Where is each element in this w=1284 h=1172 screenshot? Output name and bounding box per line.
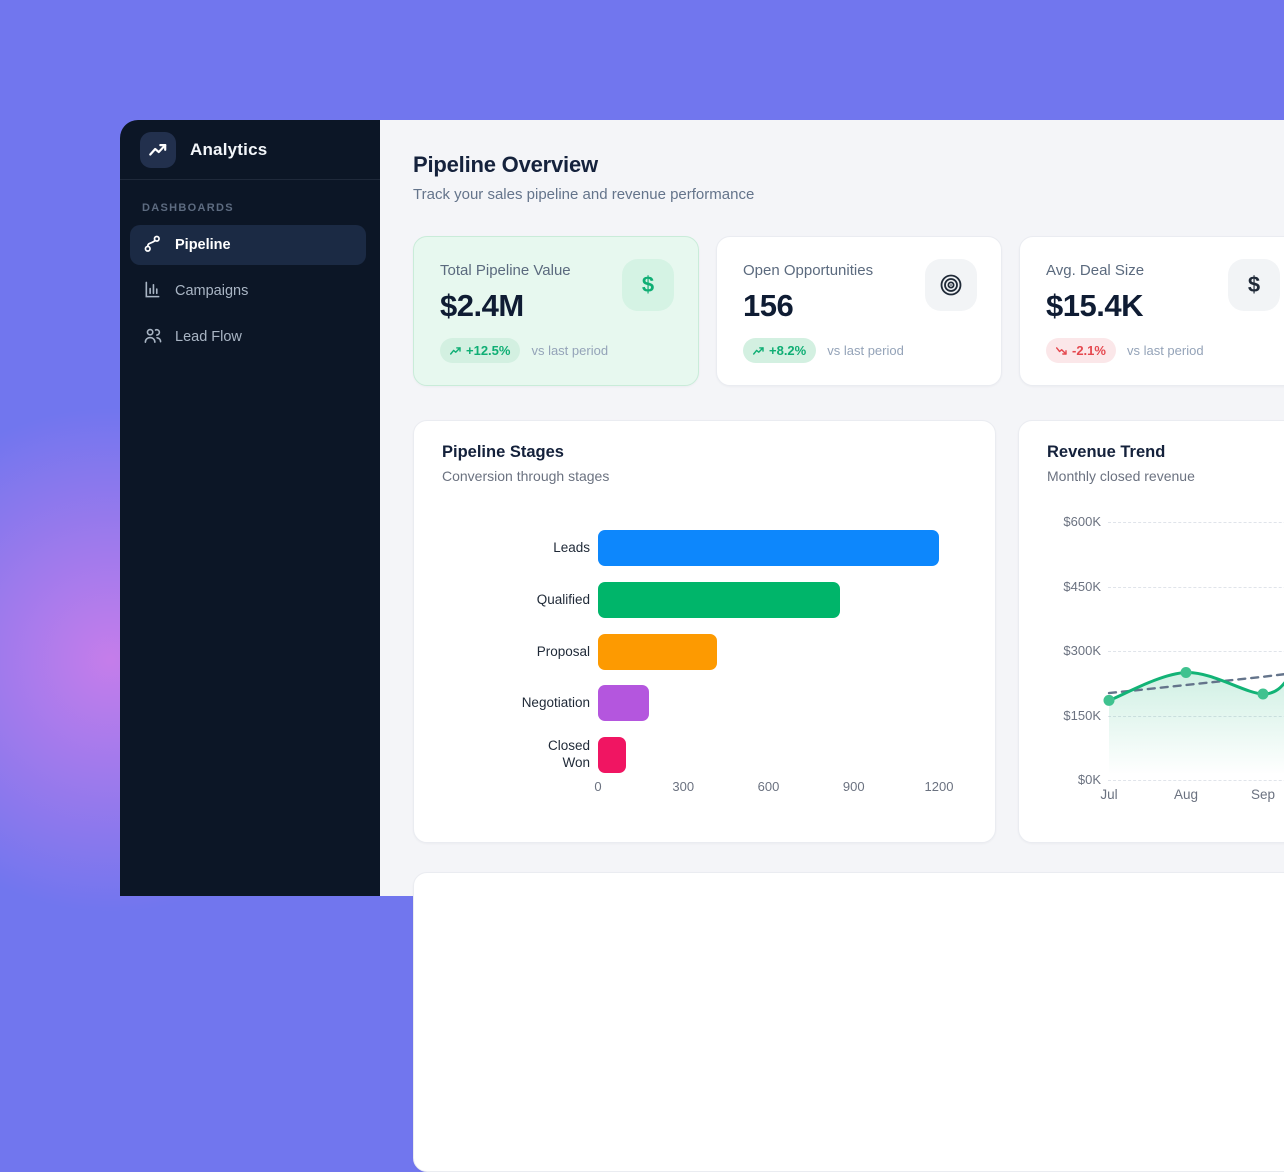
kpi-label: Avg. Deal Size: [1046, 262, 1145, 279]
dollar-icon: $: [622, 259, 674, 311]
kpi-footer: +12.5% vs last period: [440, 338, 608, 363]
users-icon: [143, 326, 162, 349]
dollar-icon: $: [1228, 259, 1280, 311]
page-title: Pipeline Overview: [413, 152, 598, 177]
bar-leads: [598, 530, 939, 566]
kpi-card-open-opportunities: Open Opportunities 156 +8.2% vs last per…: [716, 236, 1002, 386]
x-axis-tick: Sep: [1250, 787, 1276, 802]
data-point-aug: [1180, 667, 1192, 678]
sidebar-item-pipeline[interactable]: Pipeline: [130, 225, 366, 265]
sidebar-item-label: Campaigns: [175, 283, 249, 299]
sidebar-item-label: Pipeline: [175, 237, 231, 253]
data-point-jul: [1103, 694, 1115, 706]
kpi-footer: +8.2% vs last period: [743, 338, 904, 363]
y-axis-tick: $0K: [1077, 772, 1101, 787]
target-icon: [925, 259, 977, 311]
kpi-value: $2.4M: [440, 288, 524, 323]
kpi-value: $15.4K: [1046, 288, 1143, 323]
panel-subtitle: Conversion through stages: [442, 468, 610, 484]
gridline: [1108, 651, 1284, 652]
revenue-line: [1107, 670, 1284, 702]
revenue-area-fill: [1109, 672, 1284, 780]
bar-category-label: Negotiation: [521, 694, 590, 710]
kpi-row: Total Pipeline Value $2.4M $ +12.5% vs l…: [413, 236, 1284, 386]
kpi-value: 156: [743, 288, 794, 323]
delta-badge: -2.1%: [1046, 338, 1116, 363]
bar-category-label: Qualified: [536, 591, 590, 607]
compare-label: vs last period: [531, 343, 609, 358]
trend-up-icon: [450, 346, 461, 355]
y-axis-tick: $300K: [1063, 643, 1101, 658]
kpi-card-avg-deal-size: Avg. Deal Size $15.4K $ -2.1% vs last pe…: [1019, 236, 1284, 386]
kpi-footer: -2.1% vs last period: [1046, 338, 1204, 363]
panel-title: Revenue Trend: [1047, 443, 1166, 461]
x-axis-tick: 1200: [924, 779, 954, 794]
revenue-trend-panel: Revenue Trend Monthly closed revenue $0K…: [1018, 420, 1284, 843]
bar-qualified: [598, 582, 840, 618]
y-axis-tick: $150K: [1063, 707, 1101, 723]
y-axis-tick: $600K: [1063, 514, 1101, 529]
x-axis-tick: 600: [757, 779, 780, 794]
gridline: [1108, 780, 1284, 781]
data-point-sep: [1257, 688, 1269, 700]
bar-chart-icon: [143, 280, 162, 303]
sidebar: Analytics DASHBOARDS Pipeline: [120, 120, 380, 896]
bar-category-label: Closed Won: [547, 738, 590, 770]
y-axis-tick: $450K: [1063, 578, 1101, 594]
delta-badge: +12.5%: [440, 338, 521, 363]
sidebar-nav: Pipeline Campaigns: [130, 225, 366, 363]
x-axis-tick: Aug: [1173, 787, 1199, 802]
sidebar-header: Analytics: [120, 120, 380, 180]
bar-closed-won: [598, 737, 626, 773]
compare-label: vs last period: [827, 343, 904, 358]
bar-proposal: [598, 634, 717, 670]
revenue-line-svg: [1103, 667, 1284, 780]
sidebar-item-campaigns[interactable]: Campaigns: [130, 271, 366, 311]
x-axis-tick: Jul: [1100, 787, 1118, 802]
compare-label: vs last period: [1126, 343, 1204, 358]
x-axis-tick: 300: [672, 779, 695, 794]
delta-badge: +8.2%: [743, 338, 817, 363]
kpi-label: Open Opportunities: [743, 262, 874, 279]
x-axis-tick: 900: [842, 779, 865, 794]
pipeline-stages-panel: Pipeline Stages Conversion through stage…: [413, 420, 996, 843]
panel-title: Pipeline Stages: [442, 443, 564, 461]
trend-up-icon: [753, 346, 764, 355]
bar-negotiation: [598, 685, 649, 721]
panel-subtitle: Monthly closed revenue: [1047, 468, 1195, 484]
main-content: Pipeline Overview Track your sales pipel…: [380, 120, 1284, 1172]
trend-down-icon: [1056, 346, 1067, 355]
gridline: [1108, 586, 1284, 588]
app-title: Analytics: [190, 139, 268, 159]
sidebar-section-label: DASHBOARDS: [142, 202, 234, 214]
analytics-logo-icon: [140, 131, 176, 168]
sidebar-item-label: Lead Flow: [175, 329, 242, 345]
gridline: [1108, 522, 1284, 523]
sidebar-item-lead-flow[interactable]: Lead Flow: [130, 317, 366, 357]
bar-category-label: Proposal: [536, 643, 590, 659]
kpi-card-total-pipeline-value: Total Pipeline Value $2.4M $ +12.5% vs l…: [413, 236, 699, 386]
kpi-label: Total Pipeline Value: [440, 262, 571, 279]
x-axis-tick: 0: [594, 779, 602, 794]
bottom-panel-clipped: [413, 872, 1284, 1172]
page-subtitle: Track your sales pipeline and revenue pe…: [413, 186, 755, 203]
bar-category-label: Leads: [553, 539, 590, 555]
pipeline-branch-icon: [143, 234, 162, 257]
